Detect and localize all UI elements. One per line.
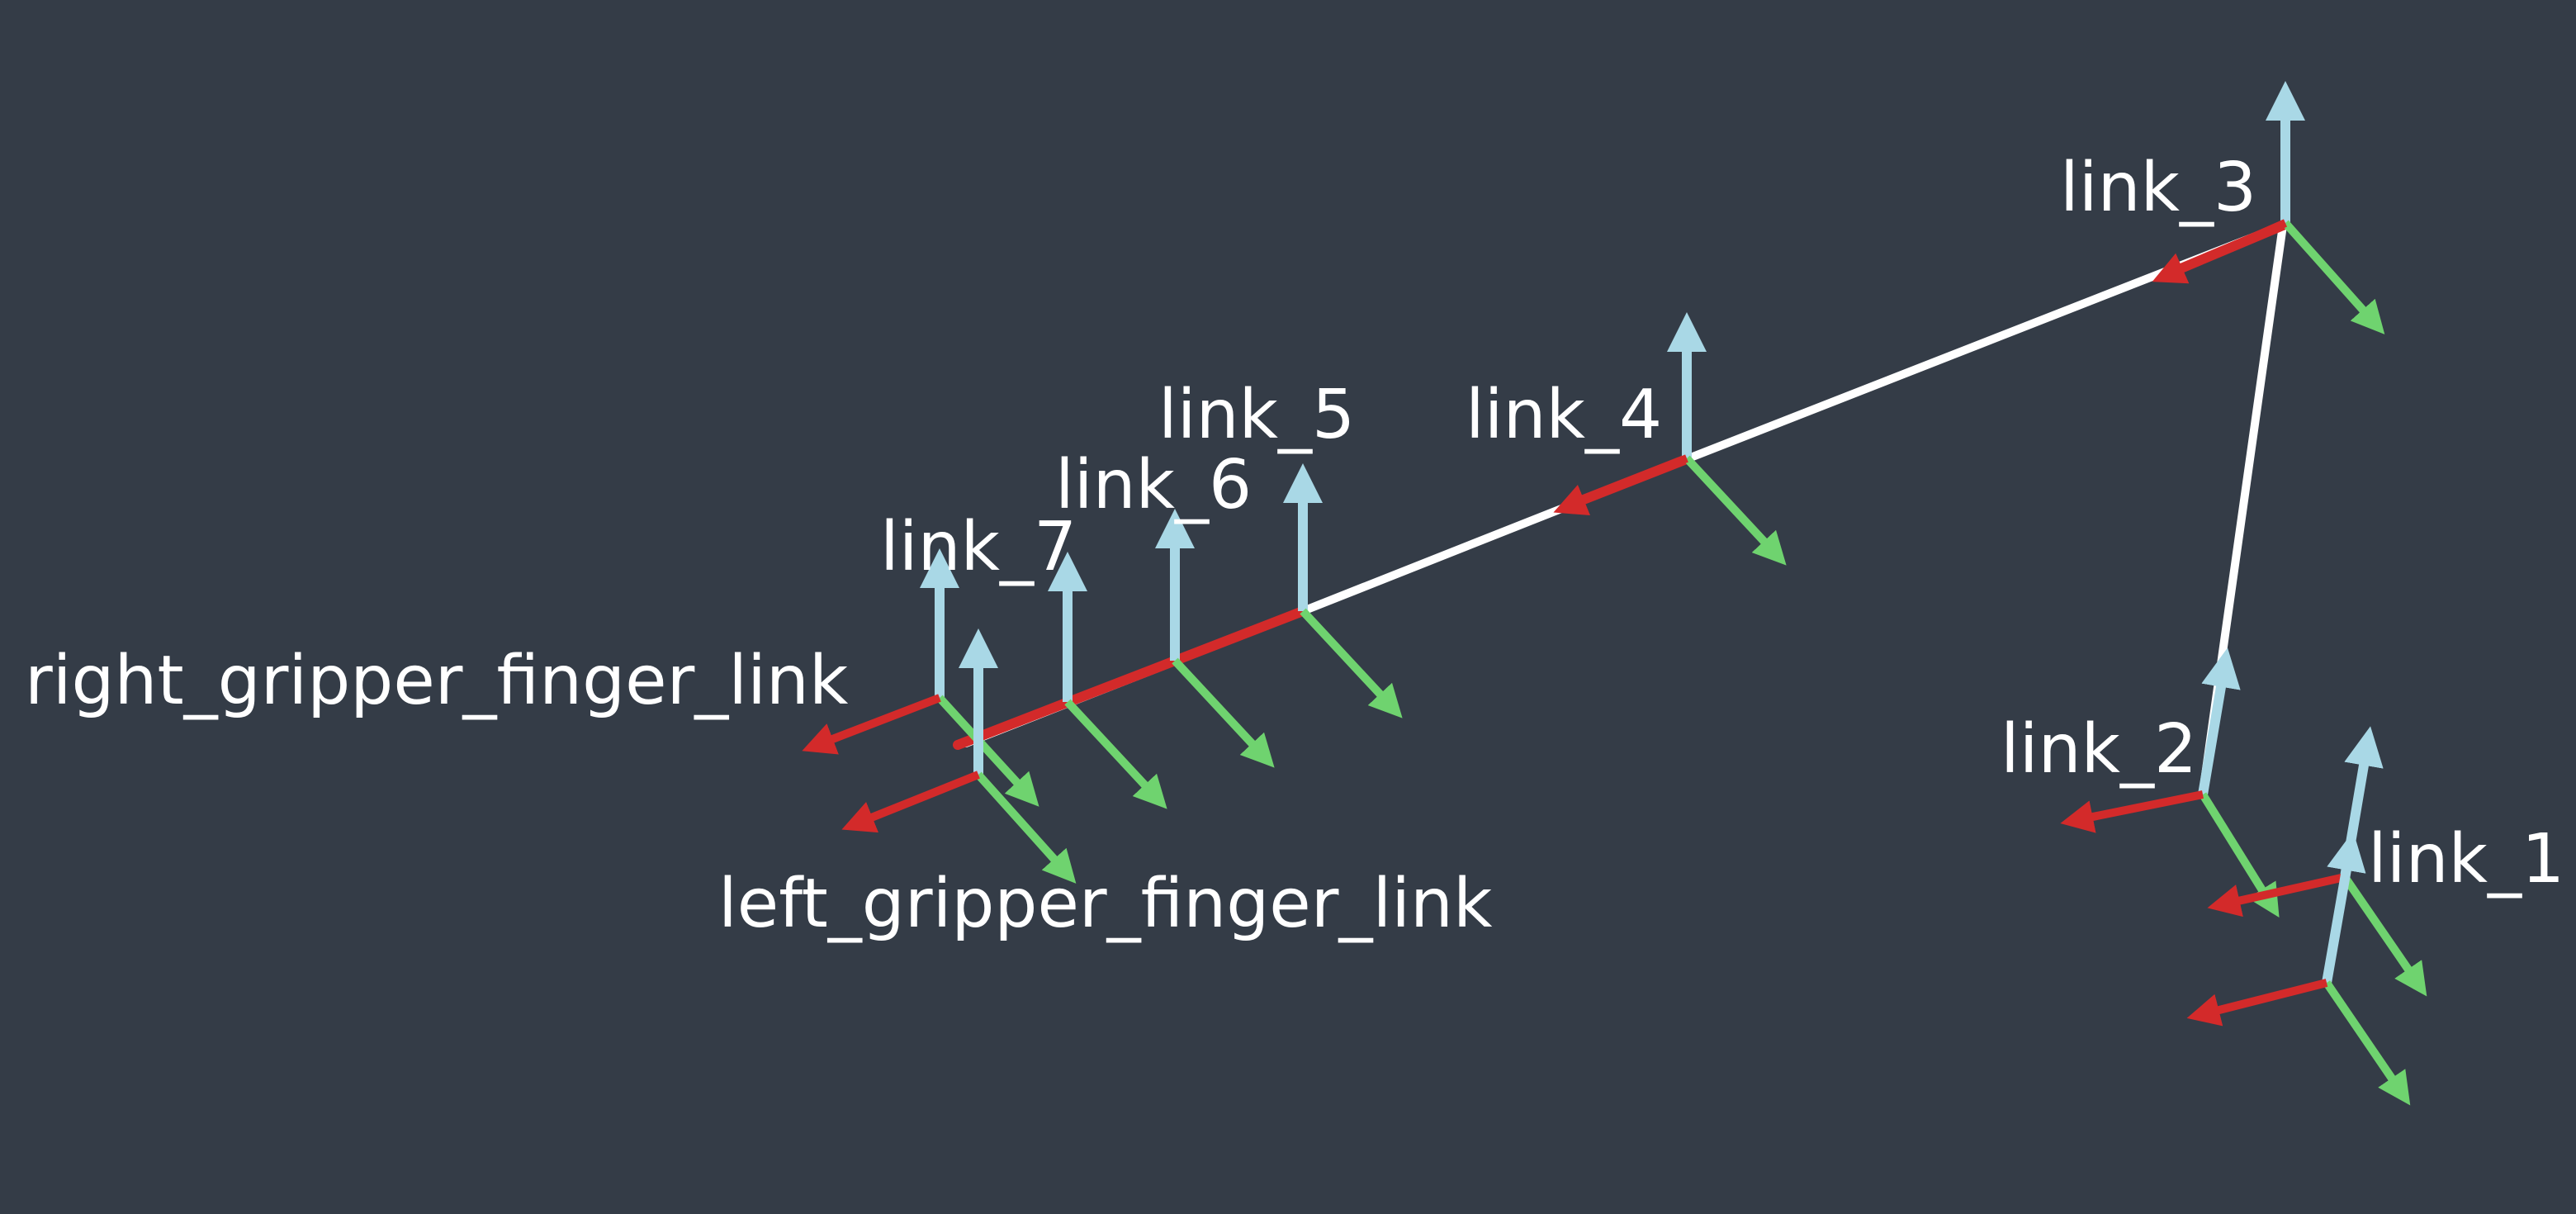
label-link-6: link_6 — [1055, 446, 1252, 524]
x-axis — [2186, 979, 2328, 1027]
x-axis — [802, 694, 941, 755]
x-axis — [841, 771, 980, 833]
label-link-1: link_1 — [2368, 820, 2564, 899]
label-link-2: link_2 — [2001, 710, 2197, 789]
frame-right-gripper-finger-link[interactable] — [802, 548, 1039, 807]
y-axis — [936, 695, 1039, 807]
z-axis — [2322, 831, 2366, 984]
y-axis — [1064, 699, 1167, 809]
frame-link-6[interactable] — [1155, 509, 1275, 768]
label-link-3: link_3 — [2060, 149, 2256, 227]
y-axis — [2323, 980, 2411, 1106]
label-left-gripper-finger-link: left_gripper_finger_link — [718, 865, 1493, 943]
z-axis — [2198, 647, 2241, 795]
frame-base[interactable] — [2186, 831, 2411, 1106]
frame-link-5[interactable] — [1283, 463, 1403, 718]
y-axis — [1172, 657, 1275, 768]
x-axis — [2060, 790, 2204, 833]
x-axis — [2207, 873, 2346, 918]
y-axis — [2341, 875, 2427, 997]
y-axis — [1300, 608, 1403, 718]
frame-labels: link_3 link_4 link_5 link_6 link_7 right… — [25, 149, 2564, 943]
label-link-5: link_5 — [1158, 376, 1355, 454]
frame-link-2[interactable] — [2060, 647, 2280, 918]
frame-left-gripper-finger-link[interactable] — [841, 628, 1077, 884]
y-axis — [2282, 220, 2385, 334]
frame-link-4[interactable] — [1553, 312, 1787, 566]
x-overlay-link-5-7 — [953, 606, 1308, 750]
label-link-7: link_7 — [880, 508, 1077, 586]
y-axis — [975, 771, 1077, 884]
x-axis — [1553, 454, 1688, 516]
frame-link-3[interactable] — [2152, 81, 2385, 334]
y-axis — [2199, 792, 2280, 918]
y-axis — [1683, 455, 1787, 566]
label-link-4: link_4 — [1466, 376, 1662, 454]
x-axis — [2152, 219, 2288, 284]
label-right-gripper-finger-link: right_gripper_finger_link — [25, 642, 849, 720]
frame-link-7[interactable] — [1048, 552, 1167, 809]
